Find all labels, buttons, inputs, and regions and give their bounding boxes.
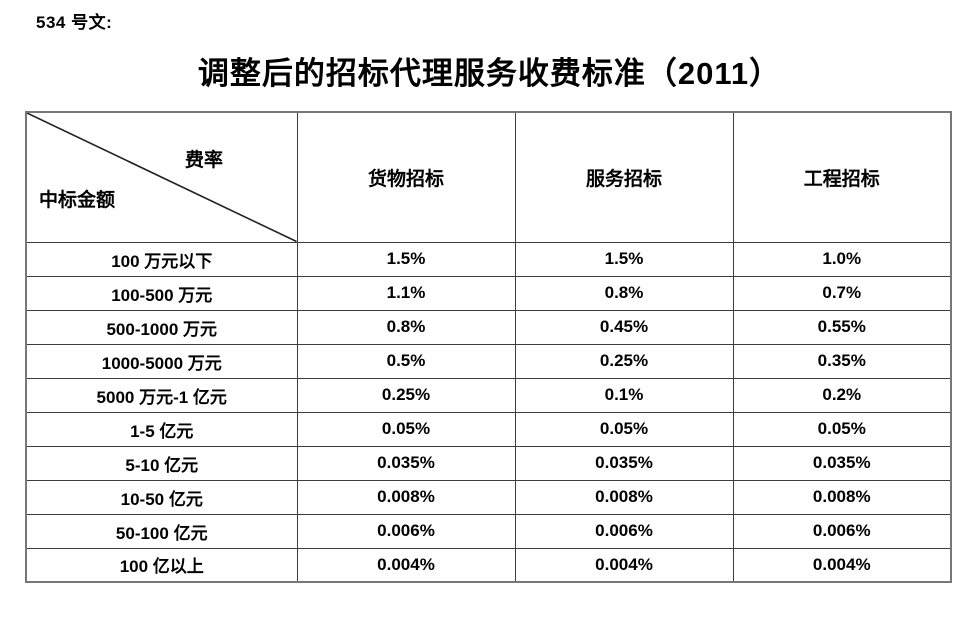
- corner-label-bid-amount: 中标金额: [39, 190, 116, 211]
- table-row: 100 万元以下 1.5% 1.5% 1.0%: [25, 241, 952, 277]
- rate-cell: 1.5%: [296, 241, 516, 277]
- row-label: 50-100 亿元: [25, 513, 298, 549]
- rate-cell: 0.035%: [296, 445, 516, 481]
- rate-cell: 0.006%: [732, 513, 952, 549]
- rate-cell: 0.004%: [732, 547, 952, 583]
- row-label: 100 万元以下: [25, 241, 298, 277]
- rate-cell: 0.004%: [514, 547, 734, 583]
- rate-cell: 0.25%: [514, 343, 734, 379]
- row-label: 100 亿以上: [25, 547, 298, 583]
- rate-cell: 1.0%: [732, 241, 952, 277]
- table-row: 50-100 亿元 0.006% 0.006% 0.006%: [25, 513, 952, 549]
- rate-cell: 0.006%: [514, 513, 734, 549]
- row-label: 5000 万元-1 亿元: [25, 377, 298, 413]
- rate-cell: 0.008%: [296, 479, 516, 515]
- rate-cell: 0.05%: [514, 411, 734, 447]
- rate-cell: 0.8%: [514, 275, 734, 311]
- rate-cell: 0.035%: [514, 445, 734, 481]
- doc-number-label: 534 号文:: [36, 13, 113, 32]
- rate-cell: 0.8%: [296, 309, 516, 345]
- row-label: 500-1000 万元: [25, 309, 298, 345]
- rate-cell: 0.7%: [732, 275, 952, 311]
- row-label: 100-500 万元: [25, 275, 298, 311]
- corner-label-rate: 费率: [185, 150, 224, 171]
- column-header-engineering: 工程招标: [732, 111, 952, 243]
- rate-cell: 0.25%: [296, 377, 516, 413]
- table-row: 5-10 亿元 0.035% 0.035% 0.035%: [25, 445, 952, 481]
- rate-cell: 0.45%: [514, 309, 734, 345]
- rate-cell: 0.2%: [732, 377, 952, 413]
- fee-rate-table: 费率 中标金额 货物招标 服务招标 工程招标 100 万元以下 1.5% 1.5…: [25, 111, 952, 583]
- rate-cell: 0.008%: [514, 479, 734, 515]
- rate-cell: 0.035%: [732, 445, 952, 481]
- diagonal-divider-line: [27, 113, 297, 242]
- rate-cell: 0.35%: [732, 343, 952, 379]
- rate-cell: 0.008%: [732, 479, 952, 515]
- rate-cell: 1.1%: [296, 275, 516, 311]
- row-label: 5-10 亿元: [25, 445, 298, 481]
- table-row: 1000-5000 万元 0.5% 0.25% 0.35%: [25, 343, 952, 379]
- table-row: 100 亿以上 0.004% 0.004% 0.004%: [25, 547, 952, 583]
- rate-cell: 0.1%: [514, 377, 734, 413]
- table-row: 1-5 亿元 0.05% 0.05% 0.05%: [25, 411, 952, 447]
- table-row: 100-500 万元 1.1% 0.8% 0.7%: [25, 275, 952, 311]
- rate-cell: 0.5%: [296, 343, 516, 379]
- table-row: 500-1000 万元 0.8% 0.45% 0.55%: [25, 309, 952, 345]
- rate-cell: 0.006%: [296, 513, 516, 549]
- page-title: 调整后的招标代理服务收费标准（2011）: [197, 56, 782, 91]
- rate-cell: 0.05%: [732, 411, 952, 447]
- column-header-goods: 货物招标: [296, 111, 516, 243]
- row-label: 1000-5000 万元: [25, 343, 298, 379]
- column-header-services: 服务招标: [514, 111, 734, 243]
- row-label: 1-5 亿元: [25, 411, 298, 447]
- rate-cell: 0.004%: [296, 547, 516, 583]
- rate-cell: 1.5%: [514, 241, 734, 277]
- row-label: 10-50 亿元: [25, 479, 298, 515]
- corner-header-cell: 费率 中标金额: [25, 111, 298, 243]
- table-row: 5000 万元-1 亿元 0.25% 0.1% 0.2%: [25, 377, 952, 413]
- rate-cell: 0.55%: [732, 309, 952, 345]
- table-row: 10-50 亿元 0.008% 0.008% 0.008%: [25, 479, 952, 515]
- table-header-row: 费率 中标金额 货物招标 服务招标 工程招标: [25, 111, 952, 243]
- rate-cell: 0.05%: [296, 411, 516, 447]
